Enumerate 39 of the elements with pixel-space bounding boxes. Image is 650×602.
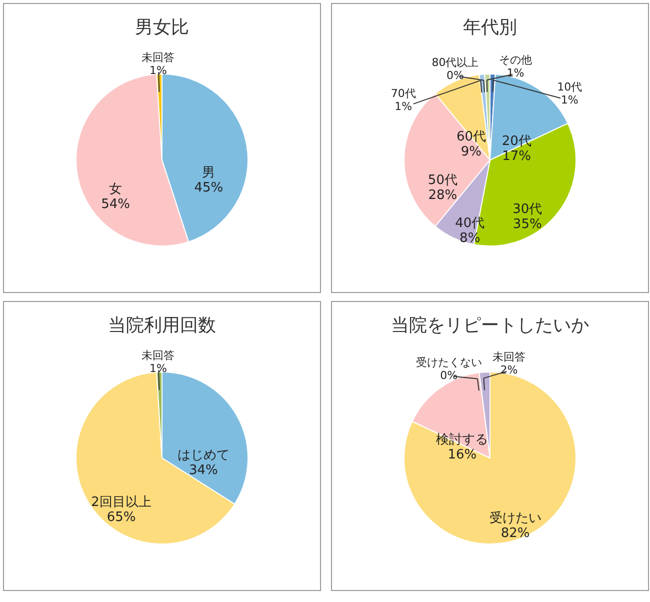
chart-title: 年代別 [463, 16, 517, 40]
data-label: 1% [506, 66, 524, 80]
category-label: 受けたくない [416, 356, 482, 370]
slice-label: 60代 [456, 130, 486, 145]
text: 0% [440, 369, 458, 382]
slice-label: 30代 [512, 202, 542, 217]
data-label: 1% [560, 94, 578, 107]
text: 0% [446, 69, 464, 82]
data-label: 82% [500, 526, 530, 541]
slice-label: 2回目以上 [91, 495, 152, 510]
slice-label: その他 [499, 54, 532, 67]
slice-label: 10代 [557, 80, 582, 94]
slice-label: 受けたい [489, 510, 542, 526]
slice-label: 男 [202, 166, 216, 181]
category-label: 80代以上 [432, 56, 479, 70]
slice-label: 70代 [390, 87, 416, 100]
data-label: 9% [460, 144, 482, 160]
data-label: 2% [500, 363, 518, 376]
slice-label: 未回答 [142, 51, 175, 64]
data-label: 34% [188, 463, 218, 478]
data-label: 17% [502, 148, 532, 164]
slice-label: 検討する [436, 432, 488, 448]
data-label: 45% [194, 180, 224, 196]
slice-label: 未回答 [492, 350, 526, 364]
data-label: 1% [394, 100, 412, 114]
chart-title: 当院をリピートしたいか [391, 314, 589, 338]
data-label: 16% [448, 448, 477, 463]
data-label: 54% [101, 196, 130, 212]
data-label: 28% [428, 188, 458, 203]
chart-title: 当院利用回数 [108, 314, 216, 338]
slice-label: 女 [109, 182, 122, 197]
slice-label: 未回答 [142, 349, 175, 362]
data-label: 65% [106, 510, 136, 526]
slice-label: 50代 [428, 173, 458, 188]
data-label: 1% [149, 362, 167, 376]
chart-title: 男女比 [135, 16, 189, 40]
data-label: 35% [512, 216, 542, 232]
slice-label: はじめて [177, 448, 230, 464]
data-label: 1% [149, 64, 167, 78]
